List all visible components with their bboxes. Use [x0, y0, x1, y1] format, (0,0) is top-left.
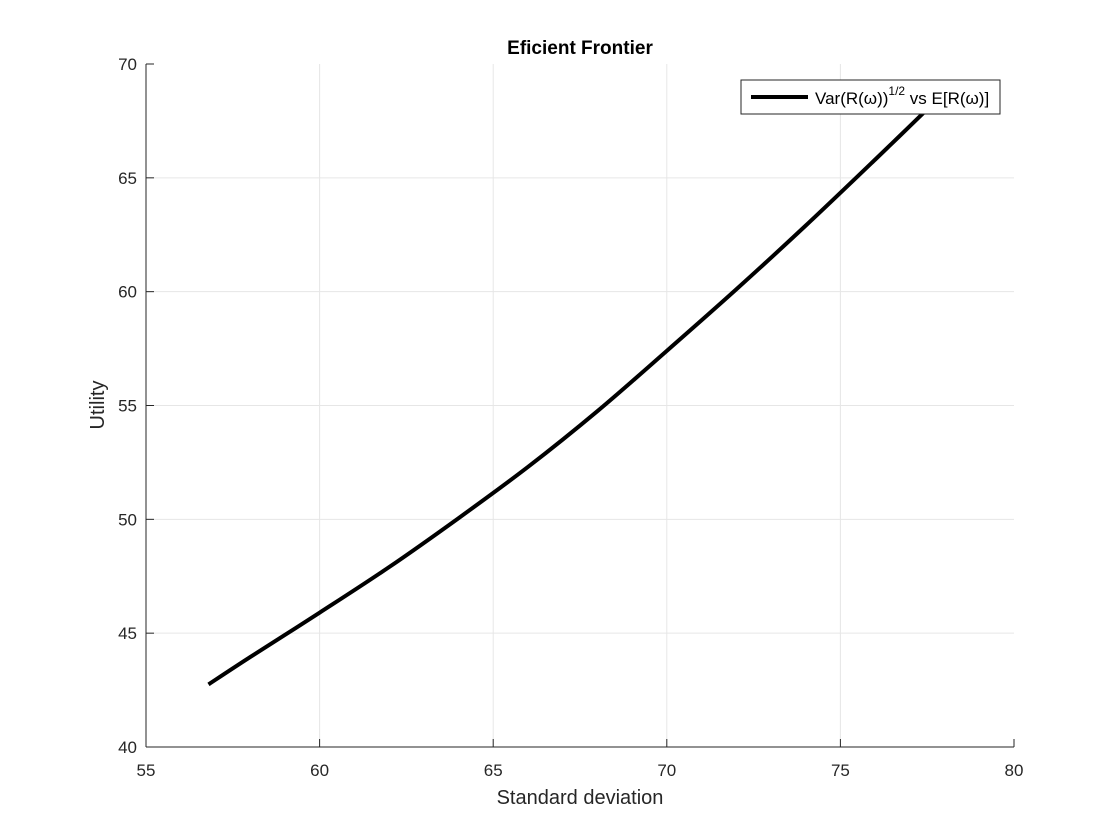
x-tick-label: 60 — [310, 761, 329, 780]
y-tick-label: 55 — [118, 397, 137, 416]
x-tick-label: 80 — [1005, 761, 1024, 780]
x-tick-label: 65 — [484, 761, 503, 780]
grid — [146, 64, 1014, 747]
legend: Var(R(ω))1/2 vs E[R(ω)] — [740, 79, 1001, 115]
y-tick-label: 70 — [118, 55, 137, 74]
legend-entry-sup: 1/2 — [888, 84, 905, 98]
y-tick-label: 60 — [118, 283, 137, 302]
legend-entry-post: vs E[R(ω)] — [905, 89, 989, 108]
y-tick-label: 65 — [118, 169, 137, 188]
series-layer — [207, 94, 943, 687]
y-tick-label: 50 — [118, 510, 137, 529]
y-tick-label: 45 — [118, 624, 137, 643]
x-tick-label: 75 — [831, 761, 850, 780]
series-line — [207, 94, 943, 687]
legend-entry: Var(R(ω))1/2 vs E[R(ω)] — [815, 84, 989, 108]
y-axis-label: Utility — [87, 381, 109, 430]
legend-entry-pre: Var(R(ω)) — [815, 89, 888, 108]
x-tick-label: 55 — [137, 761, 156, 780]
y-tick-label: 40 — [118, 738, 137, 757]
chart-title: Eficient Frontier — [507, 38, 653, 59]
ticks: 55 60 65 70 75 80 40 45 50 55 60 65 70 — [118, 55, 1023, 780]
x-axis-label: Standard deviation — [497, 787, 664, 809]
x-tick-label: 70 — [657, 761, 676, 780]
